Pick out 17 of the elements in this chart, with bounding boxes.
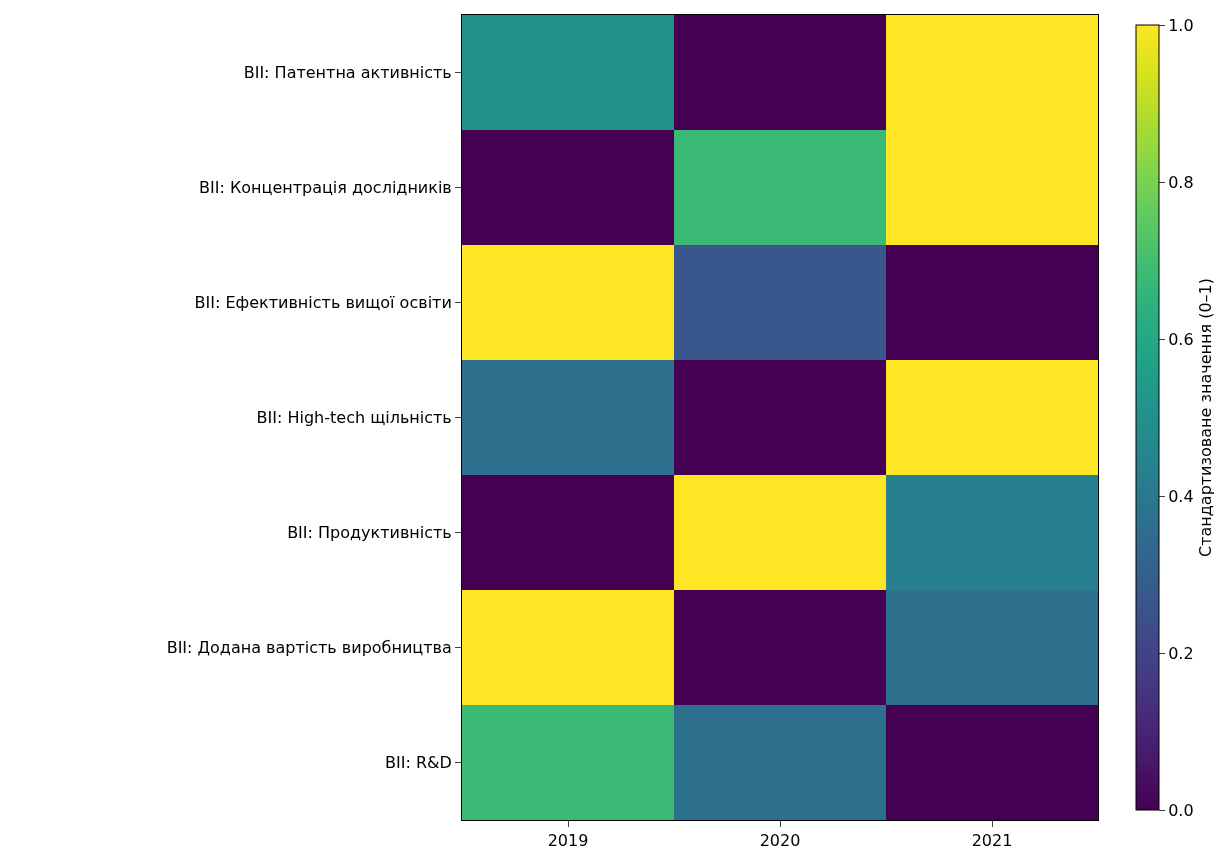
y-tick-label: ВІІ: R&D <box>384 753 452 773</box>
x-tick-label: 2021 <box>971 831 1013 851</box>
y-tick-label: ВІІ: Концентрація дослідників <box>198 178 452 198</box>
y-tick-label: ВІІ: High-tech щільність <box>256 408 452 428</box>
color-bar-label: 0.6 <box>1168 329 1194 349</box>
x-tick-label: 2019 <box>547 831 589 851</box>
color-bar-label: 1.0 <box>1168 15 1194 35</box>
y-tick-label: ВІІ: Патентна активність <box>243 63 452 83</box>
y-tick-label: ВІІ: Ефективність вищої освіти <box>194 293 452 313</box>
y-tick-label: ВІІ: Додана вартість виробництва <box>166 638 452 658</box>
y-tick-label: ВІІ: Продуктивність <box>287 523 452 543</box>
color-bar-label: 0.8 <box>1168 172 1194 192</box>
color-bar-label: 0.4 <box>1168 486 1194 506</box>
color-bar-label: 0.2 <box>1168 643 1194 663</box>
color-bar-title: Стандартизоване значення (0–1) <box>1195 278 1215 557</box>
color-bar-label: 0.0 <box>1168 800 1194 820</box>
x-tick-label: 2020 <box>759 831 801 851</box>
